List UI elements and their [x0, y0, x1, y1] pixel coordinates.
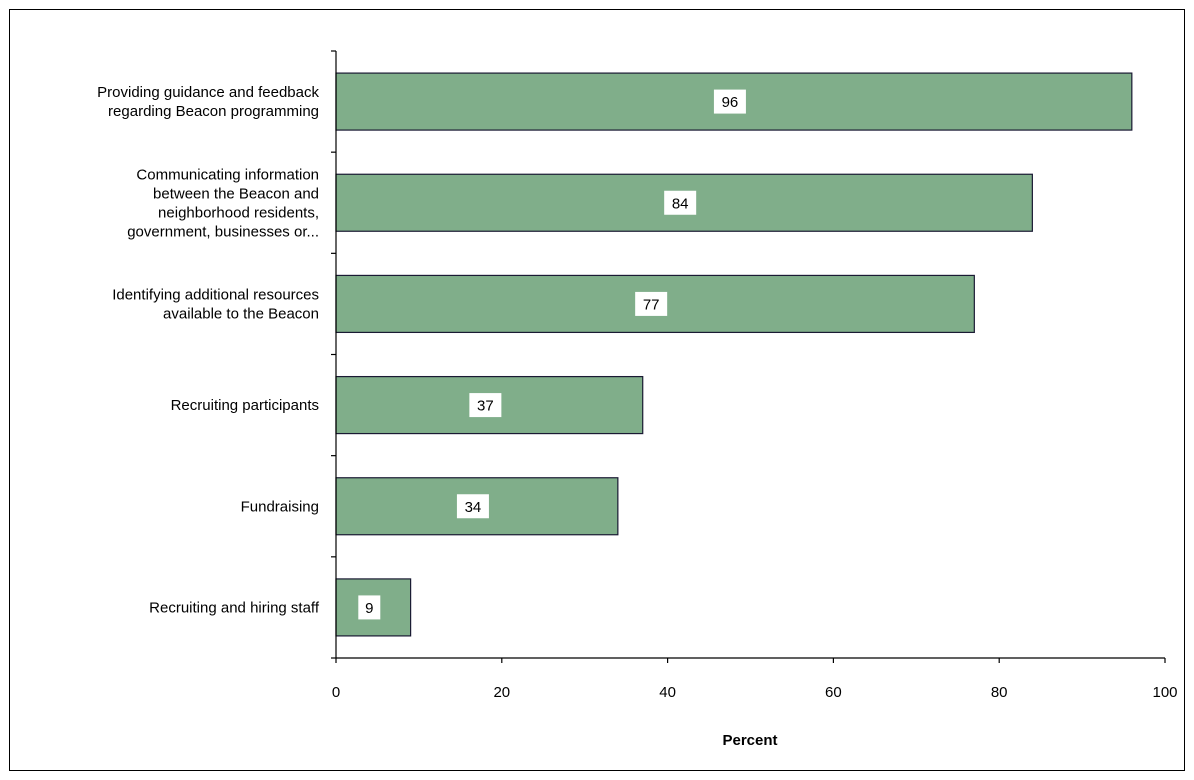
x-tick-labels: 0 20 40 60 80 100 — [332, 684, 1178, 701]
x-tick-label: 40 — [659, 684, 676, 701]
category-label-line: Identifying additional resources — [112, 286, 319, 303]
data-label: 84 — [672, 195, 689, 212]
category-label-line: available to the Beacon — [163, 305, 319, 322]
data-label-box — [456, 494, 489, 519]
category-label: Recruiting participants — [171, 397, 319, 414]
x-tick-label: 60 — [825, 684, 842, 701]
x-tick-label: 80 — [991, 684, 1008, 701]
category-label: Fundraising — [241, 498, 319, 515]
bars-group: 96 84 77 37 34 9 — [335, 72, 1133, 637]
x-axis-title: Percent — [722, 732, 777, 749]
category-label: Communicating information between the Bea… — [127, 166, 319, 240]
category-label: Recruiting and hiring staff — [149, 599, 320, 616]
data-label: 37 — [477, 398, 494, 415]
category-label-line: between the Beacon and — [153, 185, 319, 202]
axes-group — [331, 50, 1166, 663]
data-label: 96 — [722, 94, 739, 111]
category-label: Providing guidance and feedback regarding… — [97, 84, 319, 120]
x-tick-label: 20 — [493, 684, 510, 701]
chart-frame — [9, 9, 1185, 771]
x-tick-label: 100 — [1152, 684, 1177, 701]
category-label-line: Providing guidance and feedback — [97, 84, 319, 101]
category-label-line: Recruiting participants — [171, 397, 319, 414]
category-label-line: regarding Beacon programming — [108, 103, 319, 120]
bar — [335, 72, 1133, 131]
category-label-line: neighborhood residents, — [158, 204, 319, 221]
data-label: 77 — [643, 296, 660, 313]
category-label-line: Recruiting and hiring staff — [149, 599, 320, 616]
data-label-box — [635, 291, 668, 316]
data-label-box — [713, 89, 746, 114]
data-label-box — [358, 595, 381, 620]
data-label-box — [664, 190, 697, 215]
category-label-line: government, businesses or... — [127, 223, 319, 240]
data-label-box — [469, 393, 502, 418]
category-label-line: Fundraising — [241, 498, 319, 515]
data-label: 34 — [465, 499, 482, 516]
data-label: 9 — [365, 600, 373, 617]
category-label-line: Communicating information — [136, 166, 319, 183]
category-label: Identifying additional resources availabl… — [112, 286, 319, 322]
x-tick-label: 0 — [332, 684, 340, 701]
category-labels: Providing guidance and feedback regarding… — [97, 84, 320, 616]
